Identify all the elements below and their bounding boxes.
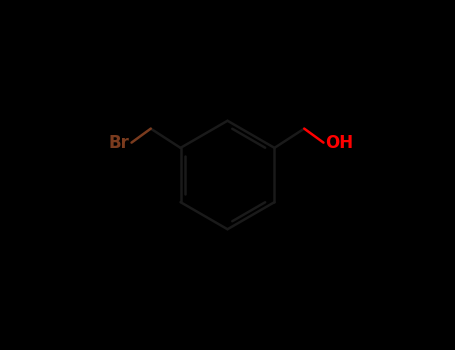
Text: OH: OH [325,134,354,152]
Text: Br: Br [109,134,130,152]
